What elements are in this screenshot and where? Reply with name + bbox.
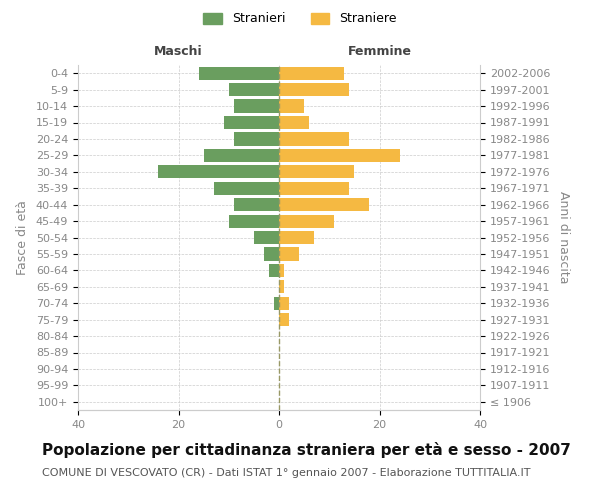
Bar <box>279 66 344 80</box>
Bar <box>229 83 279 96</box>
Bar <box>234 100 279 112</box>
Bar <box>234 132 279 145</box>
Bar <box>279 214 334 228</box>
Text: Femmine: Femmine <box>347 45 412 58</box>
Bar <box>214 182 279 195</box>
Text: Popolazione per cittadinanza straniera per età e sesso - 2007: Popolazione per cittadinanza straniera p… <box>42 442 571 458</box>
Bar <box>279 149 400 162</box>
Text: Maschi: Maschi <box>154 45 203 58</box>
Bar <box>158 165 279 178</box>
Y-axis label: Anni di nascita: Anni di nascita <box>557 191 570 284</box>
Y-axis label: Fasce di età: Fasce di età <box>16 200 29 275</box>
Bar <box>203 149 279 162</box>
Bar <box>264 248 279 260</box>
Bar <box>199 66 279 80</box>
Bar <box>279 198 370 211</box>
Bar <box>279 248 299 260</box>
Bar <box>274 296 279 310</box>
Bar <box>234 198 279 211</box>
Bar <box>279 296 289 310</box>
Bar <box>279 182 349 195</box>
Bar <box>279 100 304 112</box>
Legend: Stranieri, Straniere: Stranieri, Straniere <box>197 6 403 32</box>
Bar <box>279 132 349 145</box>
Bar <box>279 231 314 244</box>
Bar <box>279 165 355 178</box>
Bar <box>279 83 349 96</box>
Bar <box>269 264 279 277</box>
Bar <box>229 214 279 228</box>
Bar <box>279 313 289 326</box>
Bar <box>224 116 279 129</box>
Bar <box>254 231 279 244</box>
Bar <box>279 264 284 277</box>
Bar <box>279 280 284 293</box>
Bar <box>279 116 309 129</box>
Text: COMUNE DI VESCOVATO (CR) - Dati ISTAT 1° gennaio 2007 - Elaborazione TUTTITALIA.: COMUNE DI VESCOVATO (CR) - Dati ISTAT 1°… <box>42 468 530 477</box>
